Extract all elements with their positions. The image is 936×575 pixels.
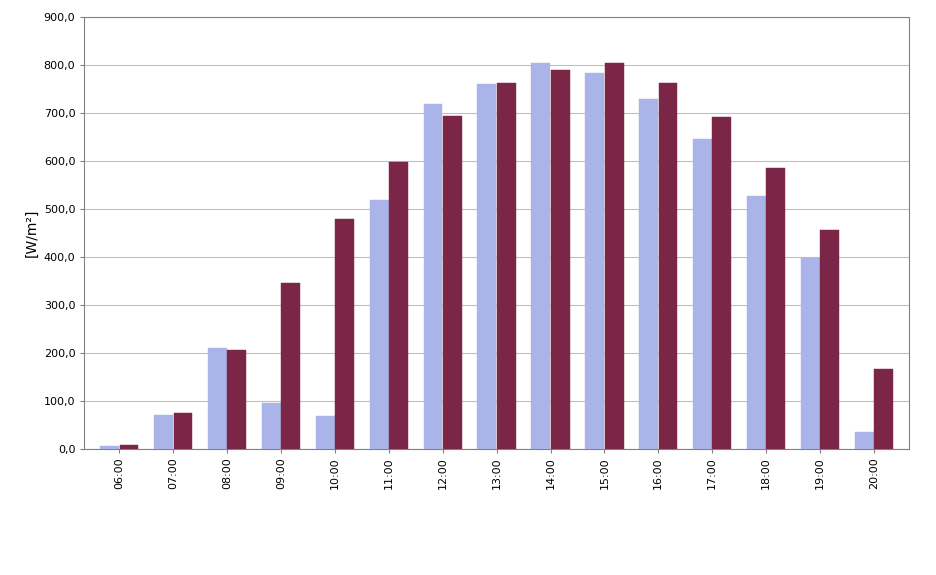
Bar [154, 415, 173, 448]
Bar [370, 200, 388, 448]
Bar [873, 369, 892, 449]
Bar [496, 83, 515, 448]
Bar [262, 403, 281, 448]
Bar [531, 63, 549, 449]
Bar [281, 283, 300, 448]
Bar [227, 350, 246, 448]
Bar [585, 73, 604, 448]
Bar [477, 85, 496, 448]
Bar [800, 258, 819, 448]
Bar [693, 139, 711, 448]
Bar [550, 70, 569, 448]
Bar [120, 444, 139, 448]
Bar [335, 220, 354, 448]
Bar [173, 413, 192, 448]
Bar [100, 446, 119, 448]
Bar [388, 162, 407, 448]
Bar [604, 63, 622, 449]
Y-axis label: [W/m²]: [W/m²] [24, 209, 38, 257]
Bar [638, 99, 657, 449]
Bar [819, 229, 839, 448]
Bar [423, 104, 442, 449]
Bar [658, 83, 677, 448]
Bar [443, 116, 461, 448]
Bar [711, 117, 730, 448]
Bar [746, 196, 765, 448]
Bar [854, 432, 872, 448]
Bar [208, 348, 227, 448]
Bar [766, 168, 784, 448]
Bar [315, 416, 334, 448]
